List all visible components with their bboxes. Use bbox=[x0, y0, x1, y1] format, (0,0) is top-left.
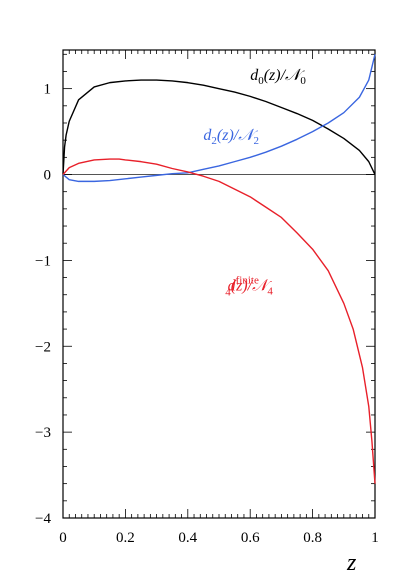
series-labels: d0(z)/𝒩0 d2(z)/𝒩2 dfinite 4(z)/𝒩4 bbox=[203, 67, 306, 298]
series-label-2: dfinite 4(z)/𝒩4 bbox=[225, 274, 273, 298]
x-tick-label: 1 bbox=[371, 530, 379, 546]
axis-ticks bbox=[62, 50, 376, 519]
y-tick-label: 1 bbox=[44, 82, 52, 98]
plot-frame bbox=[62, 49, 376, 519]
x-tick-label: 0.4 bbox=[178, 530, 197, 546]
axis-tick-labels: 0 0.2 0.4 0.6 0.8 1 1 0 −1 −2 −3 −4 bbox=[35, 82, 379, 546]
series-line-2 bbox=[62, 158, 376, 484]
y-tick-label: −2 bbox=[35, 339, 51, 355]
x-axis-label: z bbox=[346, 550, 357, 576]
series-lines bbox=[62, 54, 376, 484]
y-tick-label: 0 bbox=[44, 168, 52, 184]
x-tick-label: 0 bbox=[59, 530, 67, 546]
x-tick-label: 0.6 bbox=[241, 530, 260, 546]
series-line-1 bbox=[62, 54, 376, 183]
series-label-0: d0(z)/𝒩0 bbox=[250, 67, 306, 87]
series-label-1: d2(z)/𝒩2 bbox=[203, 127, 259, 147]
y-tick-label: −4 bbox=[35, 511, 51, 527]
series-line-0 bbox=[62, 79, 376, 175]
x-tick-label: 0.8 bbox=[303, 530, 322, 546]
x-tick-label: 0.2 bbox=[116, 530, 135, 546]
y-tick-label: −1 bbox=[35, 253, 51, 269]
y-tick-label: −3 bbox=[35, 425, 51, 441]
